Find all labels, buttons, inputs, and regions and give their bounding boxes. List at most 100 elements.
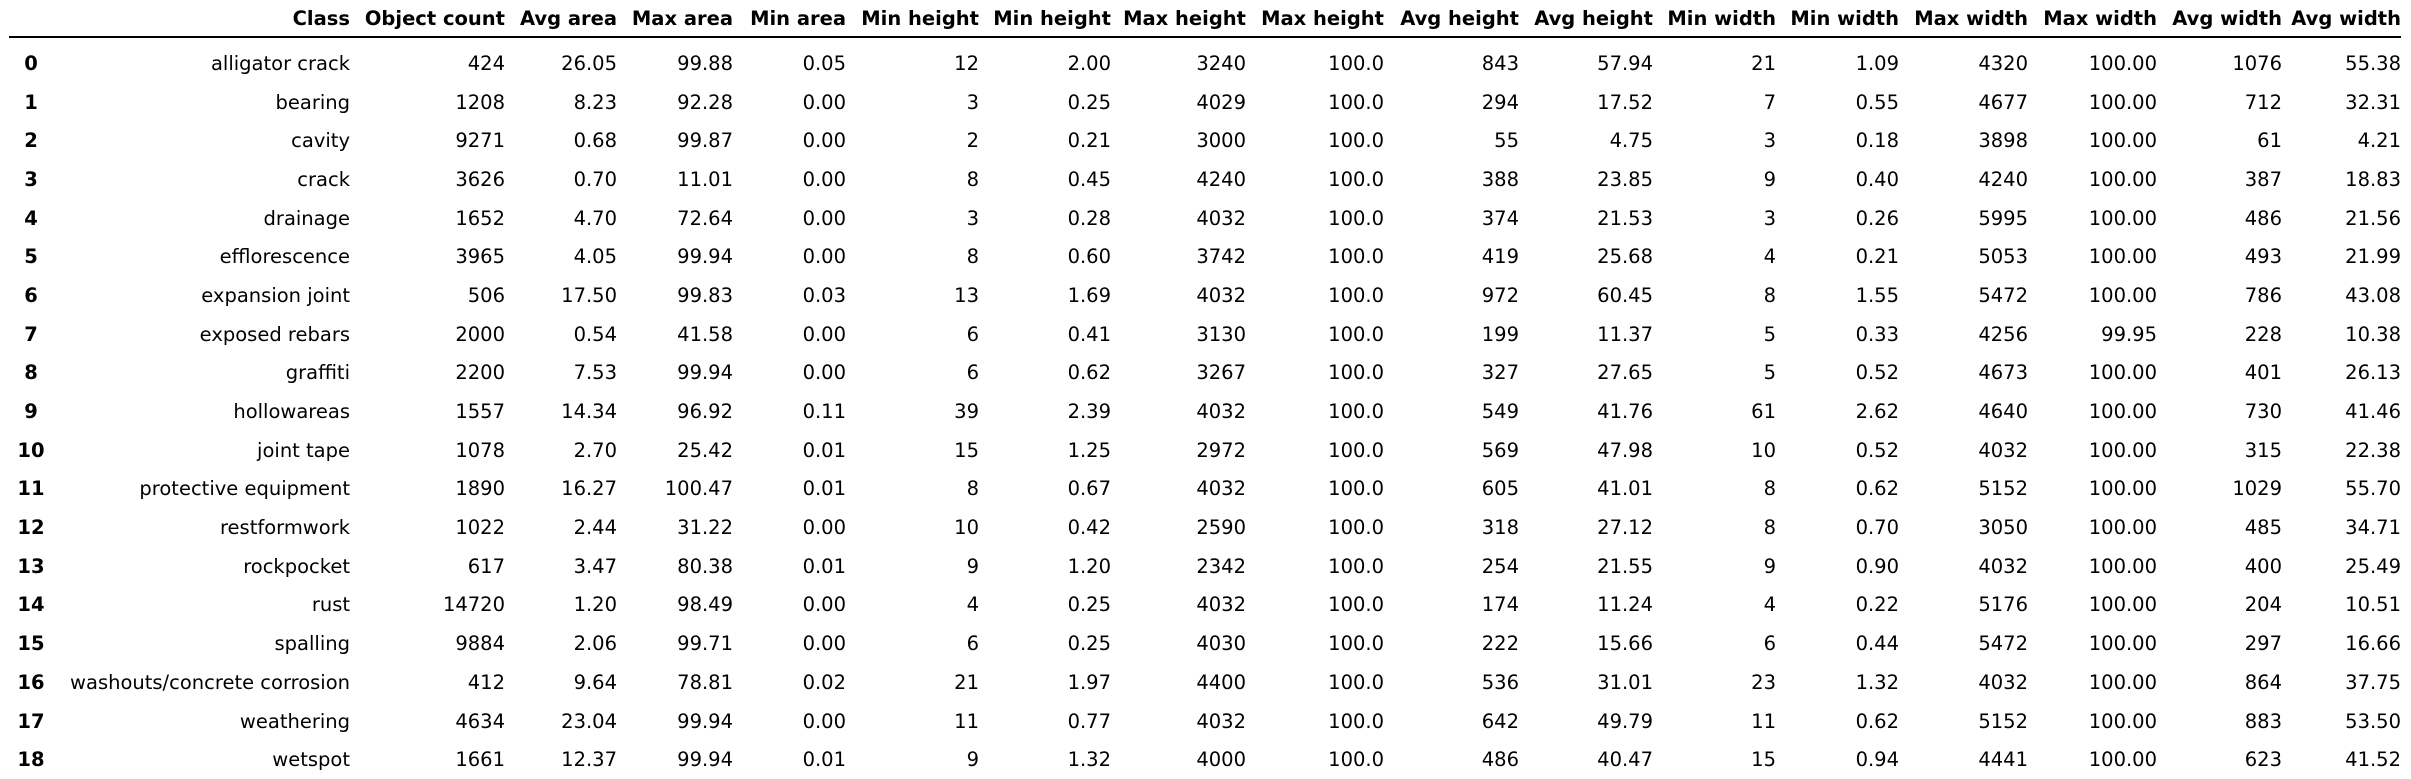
table-cell: 0.00 — [802, 516, 846, 540]
row-index: 0 — [24, 51, 38, 75]
column-header: Min height — [979, 0, 1111, 38]
table-cell: 100.0 — [1328, 245, 1384, 269]
table-cell: 31.22 — [677, 516, 733, 540]
table-cell: 0.28 — [1067, 206, 1111, 230]
table-cell: 100.0 — [1328, 709, 1384, 733]
table-row: 10 joint tape 1078 2.70 25.42 0.01 15 1.25 2972 1… — [9, 431, 2401, 470]
column-header: Min width — [1653, 0, 1776, 38]
row-index: 7 — [24, 322, 38, 346]
table-cell: 0.40 — [1855, 167, 1899, 191]
table-cell: 1078 — [455, 438, 505, 462]
table-cell: 99.83 — [677, 283, 733, 307]
class-name-cell: bearing — [275, 90, 351, 114]
table-cell: 0.11 — [802, 400, 846, 424]
table-cell: 99.87 — [677, 129, 733, 153]
table-cell: 23.04 — [561, 709, 617, 733]
table-cell: 100.00 — [2088, 593, 2157, 617]
table-cell: 11.37 — [1597, 322, 1653, 346]
table-cell: 883 — [2244, 709, 2282, 733]
table-row: 12 restformwork 1022 2.44 31.22 0.00 10 0.42 259… — [9, 508, 2401, 547]
table-cell: 2.39 — [1067, 400, 1111, 424]
table-cell: 21.55 — [1597, 554, 1653, 578]
table-cell: 2.06 — [573, 632, 617, 656]
table-row: 14 rust 14720 1.20 98.49 0.00 4 0.25 4032 100.0 17… — [9, 586, 2401, 625]
table-cell: 8 — [966, 167, 979, 191]
table-cell: 100.00 — [2088, 554, 2157, 578]
table-cell: 5 — [1763, 322, 1776, 346]
table-cell: 4030 — [1196, 632, 1246, 656]
table-cell: 730 — [2244, 400, 2282, 424]
table-cell: 27.65 — [1597, 361, 1653, 385]
table-cell: 100.00 — [2088, 477, 2157, 501]
table-cell: 4634 — [455, 709, 505, 733]
table-row: 5 efflorescence 3965 4.05 99.94 0.00 8 0.60 3742… — [9, 237, 2401, 276]
table-row: 8 graffiti 2200 7.53 99.94 0.00 6 0.62 3267 100.0… — [9, 354, 2401, 393]
table-cell: 34.71 — [2345, 516, 2401, 540]
table-cell: 1.20 — [573, 593, 617, 617]
row-index: 12 — [17, 516, 45, 540]
table-cell: 40.47 — [1597, 748, 1653, 772]
table-cell: 2.62 — [1855, 400, 1899, 424]
table-cell: 0.90 — [1855, 554, 1899, 578]
table-cell: 4240 — [1196, 167, 1246, 191]
row-index: 6 — [24, 283, 38, 307]
table-cell: 0.01 — [802, 438, 846, 462]
table-cell: 4 — [966, 593, 979, 617]
table-cell: 0.00 — [802, 593, 846, 617]
row-index: 4 — [24, 206, 38, 230]
table-cell: 3130 — [1196, 322, 1246, 346]
table-cell: 43.08 — [2345, 283, 2401, 307]
table-cell: 0.55 — [1855, 90, 1899, 114]
table-cell: 21.99 — [2345, 245, 2401, 269]
table-cell: 549 — [1481, 400, 1519, 424]
table-cell: 11 — [954, 709, 979, 733]
table-cell: 55.70 — [2345, 477, 2401, 501]
table-cell: 1.20 — [1067, 554, 1111, 578]
table-cell: 0.67 — [1067, 477, 1111, 501]
table-cell: 3898 — [1978, 129, 2028, 153]
column-header: Avg area — [505, 0, 617, 38]
table-cell: 4032 — [1978, 670, 2028, 694]
table-cell: 0.25 — [1067, 632, 1111, 656]
table-cell: 99.94 — [677, 709, 733, 733]
table-cell: 6 — [966, 632, 979, 656]
table-cell: 100.00 — [2088, 516, 2157, 540]
table-cell: 3 — [1763, 129, 1776, 153]
table-cell: 401 — [2244, 361, 2282, 385]
table-cell: 60.45 — [1597, 283, 1653, 307]
table-cell: 0.18 — [1855, 129, 1899, 153]
table-cell: 4640 — [1978, 400, 2028, 424]
table-cell: 374 — [1481, 206, 1519, 230]
table-cell: 4032 — [1196, 709, 1246, 733]
table-cell: 5472 — [1978, 283, 2028, 307]
table-cell: 8 — [1763, 283, 1776, 307]
table-cell: 0.54 — [573, 322, 617, 346]
table-cell: 254 — [1481, 554, 1519, 578]
table-cell: 0.21 — [1855, 245, 1899, 269]
table-cell: 7 — [1763, 90, 1776, 114]
table-cell: 55 — [1494, 129, 1519, 153]
column-header: Max width — [1899, 0, 2028, 38]
table-cell: 100.0 — [1328, 90, 1384, 114]
table-cell: 100.0 — [1328, 477, 1384, 501]
row-index: 14 — [17, 593, 45, 617]
table-cell: 100.0 — [1328, 361, 1384, 385]
table-cell: 100.00 — [2088, 167, 2157, 191]
table-cell: 26.13 — [2345, 361, 2401, 385]
table-cell: 100.0 — [1328, 748, 1384, 772]
table-cell: 17.52 — [1597, 90, 1653, 114]
table-cell: 3965 — [455, 245, 505, 269]
table-cell: 424 — [467, 51, 505, 75]
table-row: 11 protective equipment 1890 16.27 100.47 0.0… — [9, 470, 2401, 509]
table-cell: 15.66 — [1597, 632, 1653, 656]
column-header: Avg width — [2282, 0, 2401, 38]
table-cell: 25.42 — [677, 438, 733, 462]
table-cell: 100.00 — [2088, 632, 2157, 656]
table-cell: 412 — [467, 670, 505, 694]
data-table: Class Object count Avg area Max area Min are… — [9, 0, 2401, 779]
table-row: 13 rockpocket 617 3.47 80.38 0.01 9 1.20 2342 100… — [9, 547, 2401, 586]
row-index: 1 — [24, 90, 38, 114]
table-cell: 1.55 — [1855, 283, 1899, 307]
table-cell: 4256 — [1978, 322, 2028, 346]
table-row: 15 spalling 9884 2.06 99.71 0.00 6 0.25 4030 100.… — [9, 624, 2401, 663]
